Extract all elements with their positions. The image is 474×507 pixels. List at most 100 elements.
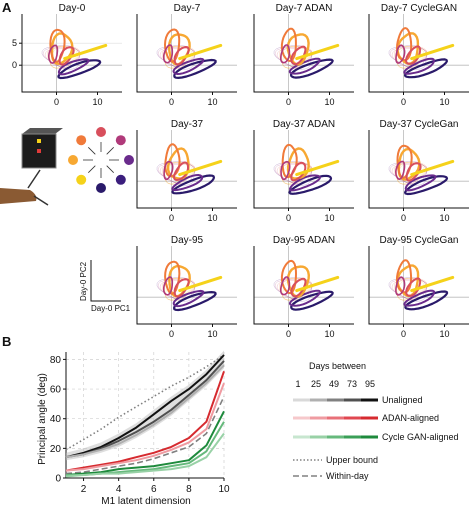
target-dot bbox=[76, 174, 87, 185]
chart-x-tick-label: 10 bbox=[218, 484, 230, 495]
chart-y-tick-label: 80 bbox=[50, 355, 62, 366]
chart-x-tick-label: 2 bbox=[81, 484, 87, 495]
pca-condition-trajectory bbox=[403, 289, 436, 307]
legend-tick-label: 95 bbox=[365, 379, 375, 389]
chart-series-line bbox=[65, 410, 225, 476]
panel-b-label: B bbox=[2, 334, 11, 349]
pca-panel-title: Day-37 CycleGan bbox=[380, 119, 459, 130]
chart-legend: Days between 1 25 49 73 95 Unaligned ADAN-al… bbox=[293, 361, 459, 481]
pca-panel: Day-37 CycleGan 0 10 bbox=[368, 119, 469, 223]
pca-condition-trajectory bbox=[57, 58, 90, 76]
pca-condition-trajectory bbox=[288, 57, 321, 75]
target-dot bbox=[115, 135, 126, 146]
target-arrow bbox=[106, 147, 114, 155]
chart-y-tick-label: 60 bbox=[50, 385, 62, 396]
pca-x-tick-label: 0 bbox=[401, 97, 406, 107]
pca-condition-trajectory bbox=[405, 162, 422, 182]
chart-xlabel: M1 latent dimension bbox=[101, 496, 191, 507]
pca-condition-trajectory bbox=[404, 174, 437, 192]
monitor-side bbox=[22, 128, 63, 134]
target-dot bbox=[96, 183, 106, 193]
pca-panel: Day-7 0 10 bbox=[136, 3, 237, 107]
pca-y-tick-label: 0 bbox=[12, 60, 17, 70]
pca-condition-trajectory bbox=[173, 161, 189, 181]
chart-axes bbox=[65, 352, 224, 479]
pca-condition-trajectory bbox=[410, 275, 455, 293]
chart-series-line bbox=[65, 382, 225, 472]
arm-icon bbox=[0, 188, 37, 204]
chart-confidence-band bbox=[66, 350, 224, 461]
pca-x-tick-label: 10 bbox=[324, 97, 334, 107]
legend-title: Days between bbox=[309, 361, 366, 371]
chart-series-line bbox=[65, 396, 225, 475]
pca-axis-frame bbox=[136, 246, 237, 325]
pca-panel-title: Day-95 ADAN bbox=[273, 235, 335, 246]
target-center bbox=[37, 149, 41, 153]
pca-axis-frame bbox=[21, 14, 122, 93]
pca-condition-trajectory bbox=[172, 289, 205, 308]
chart-x-tick-label: 8 bbox=[186, 484, 192, 495]
chart-y-tick-label: 40 bbox=[50, 414, 62, 425]
pca-panel: Day-95 ADAN 0 10 bbox=[253, 235, 354, 339]
pca-condition-trajectory bbox=[173, 278, 190, 298]
legend-within-label: Within-day bbox=[326, 471, 369, 481]
legend-tick-label: 1 bbox=[295, 379, 300, 389]
legend-ramps bbox=[293, 398, 378, 439]
target-arrow bbox=[88, 147, 96, 155]
pca-faint-trace bbox=[165, 45, 193, 68]
chart-x-tick-label: 6 bbox=[151, 484, 157, 495]
pca-x-tick-label: 0 bbox=[286, 213, 291, 223]
pca-x-tick-label: 10 bbox=[207, 97, 217, 107]
pca-condition-trajectory bbox=[290, 45, 307, 66]
scale-axis-y-label: Day-0 PC2 bbox=[79, 261, 88, 301]
pca-x-tick-label: 10 bbox=[92, 97, 102, 107]
pca-x-tick-label: 0 bbox=[401, 213, 406, 223]
pca-x-tick-label: 0 bbox=[169, 97, 174, 107]
pca-axis-frame bbox=[136, 130, 237, 209]
scale-axis-lines bbox=[90, 260, 121, 302]
pca-axis-frame bbox=[253, 14, 354, 93]
pca-panel: Day-0 0 10 5 0 bbox=[12, 3, 122, 107]
pca-condition-trajectory bbox=[295, 275, 340, 293]
pca-faint-trace bbox=[165, 277, 193, 300]
pca-panel: Day-95 0 10 bbox=[136, 235, 237, 339]
pca-condition-trajectory bbox=[395, 160, 406, 180]
manipulandum-icon bbox=[27, 169, 49, 206]
task-schematic bbox=[0, 127, 134, 206]
pca-condition-trajectory bbox=[171, 174, 215, 195]
pca-panel-title: Day-37 ADAN bbox=[273, 119, 335, 130]
target-arrow bbox=[106, 165, 114, 173]
principal-angle-chart: 0 20 40 60 80 2 4 6 8 10 bbox=[50, 350, 230, 495]
pca-x-tick-label: 0 bbox=[169, 329, 174, 339]
pca-x-tick-label: 10 bbox=[207, 213, 217, 223]
pca-faint-trace bbox=[388, 277, 427, 302]
pca-faint-trace bbox=[159, 48, 196, 67]
pca-panel-title: Day-7 CycleGAN bbox=[381, 3, 457, 14]
legend-tick-label: 25 bbox=[311, 379, 321, 389]
pca-condition-trajectory bbox=[63, 43, 108, 61]
pca-condition-trajectory bbox=[280, 160, 291, 181]
pca-panel-title: Day-37 bbox=[171, 119, 204, 130]
pca-panel-title: Day-7 bbox=[174, 3, 201, 14]
pca-condition-trajectory bbox=[279, 276, 291, 296]
pca-axis-frame bbox=[253, 246, 354, 325]
scale-axes: Day-0 PC2 Day-0 PC1 bbox=[79, 260, 131, 313]
target-arrow bbox=[88, 165, 96, 173]
pca-faint-trace bbox=[388, 45, 427, 70]
panel-a-label: A bbox=[2, 0, 12, 15]
pca-x-tick-label: 0 bbox=[401, 329, 406, 339]
pca-condition-trajectory bbox=[410, 159, 455, 177]
pca-y-tick-label: 5 bbox=[12, 38, 17, 48]
chart-x-tick-label: 4 bbox=[116, 484, 122, 495]
pca-x-tick-label: 0 bbox=[54, 97, 59, 107]
legend-unaligned-label: Unaligned bbox=[382, 395, 423, 405]
pca-x-tick-label: 10 bbox=[324, 329, 334, 339]
target-top bbox=[37, 139, 41, 143]
legend-tick-label: 73 bbox=[347, 379, 357, 389]
pca-axis-frame bbox=[368, 14, 469, 93]
pca-panel-title: Day-95 CycleGan bbox=[380, 235, 459, 246]
chart-series-line bbox=[65, 364, 225, 459]
pca-faint-trace bbox=[159, 280, 196, 299]
pca-faint-trace bbox=[391, 164, 428, 183]
